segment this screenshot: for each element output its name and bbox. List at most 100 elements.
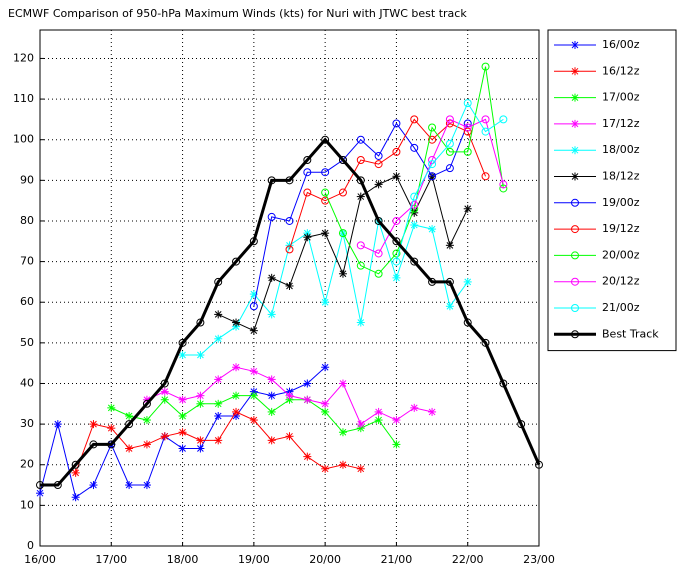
- series: [142, 363, 437, 429]
- legend-entry: 18/00z: [554, 143, 640, 156]
- star-stroke: [339, 380, 347, 387]
- y-tick-label: 60: [20, 295, 34, 308]
- star-stroke: [161, 388, 169, 395]
- star-stroke: [268, 392, 276, 400]
- star-stroke: [357, 319, 365, 326]
- circle-marker: [463, 318, 472, 327]
- star-marker: [445, 241, 454, 250]
- y-tick-label: 10: [20, 498, 34, 511]
- circle-marker: [267, 212, 276, 221]
- legend-entry: 16/12z: [554, 64, 640, 77]
- circle-marker: [303, 168, 312, 177]
- star-marker: [160, 395, 169, 404]
- circle-marker: [374, 249, 383, 258]
- y-tick-label: 90: [20, 173, 34, 186]
- star-marker: [303, 395, 312, 404]
- star-stroke: [321, 229, 329, 237]
- star-marker: [249, 391, 258, 400]
- circle-marker: [392, 237, 401, 246]
- circle-marker: [499, 184, 508, 193]
- star-stroke: [125, 412, 133, 420]
- star-marker: [71, 468, 80, 477]
- star-stroke: [72, 469, 79, 477]
- star-marker: [285, 391, 294, 400]
- star-stroke: [393, 441, 400, 448]
- circle-marker: [428, 123, 437, 132]
- star-stroke: [393, 416, 400, 424]
- circle-marker: [463, 99, 472, 108]
- star-marker: [285, 432, 294, 441]
- y-tick-label: 20: [20, 458, 34, 471]
- circle-marker: [125, 420, 134, 429]
- circle-marker: [445, 139, 454, 148]
- legend-box: [547, 29, 677, 352]
- circle-marker: [142, 399, 151, 408]
- circle-marker: [374, 269, 383, 278]
- circle-marker: [428, 277, 437, 286]
- star-stroke: [36, 489, 44, 497]
- legend-entry: Best Track: [554, 327, 659, 340]
- star-marker: [196, 436, 205, 445]
- star-stroke: [357, 465, 365, 473]
- star-marker: [321, 363, 330, 372]
- x-tick-label: 20/00: [309, 553, 341, 566]
- y-tick-label: 80: [20, 214, 34, 227]
- star-stroke: [286, 432, 293, 440]
- legend-entry: 19/00z: [554, 196, 640, 209]
- y-tick-label: 70: [20, 255, 34, 268]
- circle-marker: [285, 176, 294, 185]
- star-stroke: [339, 428, 347, 436]
- star-stroke: [161, 432, 169, 440]
- star-marker: [232, 363, 241, 372]
- legend-marker: [571, 330, 579, 339]
- star-marker: [125, 411, 134, 420]
- star-marker: [267, 407, 276, 416]
- y-tick-label: 0: [27, 539, 34, 552]
- chart-title: ECMWF Comparison of 950-hPa Maximum Wind…: [8, 7, 467, 20]
- star-stroke: [250, 367, 258, 375]
- star-marker: [36, 489, 44, 498]
- star-stroke: [410, 221, 418, 229]
- circle-marker: [392, 249, 401, 258]
- star-marker: [178, 411, 187, 420]
- star-marker: [392, 172, 401, 181]
- legend-entry: 21/00z: [554, 301, 640, 314]
- circle-marker: [232, 257, 241, 266]
- star-marker: [285, 281, 294, 290]
- star-stroke: [214, 311, 222, 318]
- star-marker: [196, 391, 205, 400]
- circle-marker: [463, 119, 472, 128]
- star-stroke: [321, 465, 329, 473]
- star-stroke: [143, 416, 151, 424]
- star-marker: [142, 481, 151, 490]
- x-tick-label: 17/00: [95, 553, 127, 566]
- circle-marker: [356, 135, 365, 144]
- star-marker: [428, 225, 437, 234]
- star-stroke: [90, 481, 97, 489]
- series: [214, 172, 472, 335]
- circle-marker: [410, 257, 419, 266]
- legend-marker: [571, 173, 579, 180]
- star-marker: [89, 420, 98, 429]
- star-marker: [267, 391, 276, 400]
- star-stroke: [250, 392, 258, 400]
- star-stroke: [446, 241, 454, 249]
- legend-marker: [571, 225, 579, 234]
- circle-marker: [445, 147, 454, 156]
- star-stroke: [125, 481, 133, 489]
- star-marker: [232, 407, 241, 416]
- circle-marker: [71, 460, 80, 469]
- star-stroke: [303, 380, 311, 387]
- star-stroke: [179, 445, 186, 452]
- y-tick-label: 110: [13, 92, 34, 105]
- star-stroke: [393, 274, 400, 282]
- star-stroke: [268, 311, 276, 318]
- star-marker: [321, 399, 330, 408]
- legend-label: 16/00z: [602, 38, 640, 51]
- circle-marker: [285, 216, 294, 225]
- legend-entry: 17/12z: [554, 117, 640, 130]
- star-stroke: [286, 392, 293, 400]
- star-marker: [303, 452, 312, 461]
- star-stroke: [107, 424, 115, 432]
